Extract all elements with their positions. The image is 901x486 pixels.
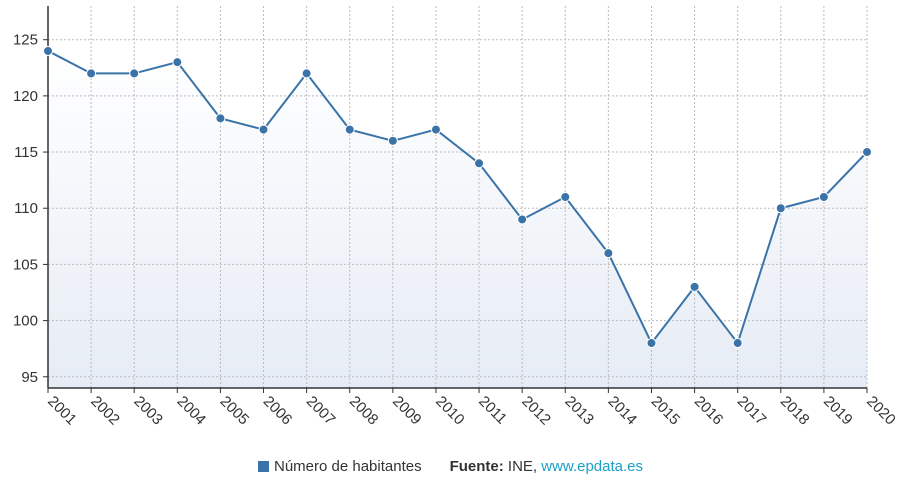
x-tick-label: 2008: [346, 393, 382, 429]
data-point-2005: [215, 113, 226, 124]
source-link[interactable]: www.epdata.es: [541, 458, 643, 475]
data-point-2014: [603, 248, 614, 259]
data-point-2010: [430, 124, 441, 135]
x-tick-label: 2006: [260, 393, 296, 429]
y-tick-label: 110: [14, 200, 38, 217]
legend-label: Número de habitantes: [273, 458, 422, 475]
data-point-2009: [387, 135, 398, 146]
data-point-2020: [862, 147, 872, 158]
x-tick-label: 2003: [130, 393, 166, 429]
y-tick-label: 105: [13, 256, 38, 273]
series-area-fill: [48, 50, 867, 389]
source-name: INE,: [503, 458, 542, 475]
data-point-2018: [775, 203, 786, 214]
x-tick-label: 2001: [44, 393, 80, 429]
x-tick-label: 2012: [518, 393, 554, 429]
data-point-2002: [86, 68, 97, 79]
legend-swatch: [257, 461, 269, 472]
series-line-layer: [47, 50, 868, 346]
chart-footer: Número de habitantes Fuente: INE, www.epd…: [0, 458, 901, 475]
x-tick-label: 2014: [605, 393, 641, 429]
x-tick-label: 2013: [561, 393, 597, 429]
x-tick-label: 2002: [87, 393, 123, 429]
x-tick-label: 2009: [389, 393, 425, 429]
y-tick-label: 95: [21, 369, 38, 386]
data-point-2015: [646, 338, 657, 349]
data-point-2017: [732, 338, 743, 349]
x-tick-label: 2011: [475, 393, 510, 428]
y-tick-label: 115: [14, 144, 38, 161]
data-point-2006: [258, 124, 269, 135]
series-line: [47, 50, 868, 346]
data-point-2008: [344, 124, 355, 135]
x-tick-label: 2019: [820, 393, 856, 429]
axis-layer: [43, 6, 868, 393]
x-tick-label: 2016: [691, 393, 727, 429]
x-tick-label: 2020: [863, 393, 899, 429]
y-tick-label: 125: [13, 32, 38, 49]
data-point-2004: [172, 57, 183, 68]
source-prefix: Fuente:: [449, 458, 504, 475]
grid-layer: [48, 6, 868, 388]
area-fill-layer: [48, 50, 867, 389]
data-point-2019: [818, 192, 829, 202]
data-point-2013: [560, 192, 571, 202]
data-point-2001: [43, 45, 53, 56]
x-tick-label: 2004: [173, 393, 209, 429]
data-points-layer: [43, 45, 872, 349]
data-point-2012: [517, 214, 528, 225]
x-tick-label: 2005: [217, 393, 253, 429]
data-point-2003: [129, 68, 140, 79]
x-tick-label: 2015: [648, 393, 684, 429]
data-point-2011: [474, 158, 485, 169]
y-tick-label: 120: [13, 88, 38, 105]
y-tick-label: 100: [13, 313, 38, 330]
x-tick-label: 2017: [734, 393, 770, 429]
x-tick-label: 2018: [777, 393, 813, 429]
x-tick-label: 2010: [432, 393, 468, 429]
data-point-2007: [301, 68, 312, 79]
data-point-2016: [689, 281, 700, 292]
x-tick-label: 2007: [303, 393, 339, 429]
